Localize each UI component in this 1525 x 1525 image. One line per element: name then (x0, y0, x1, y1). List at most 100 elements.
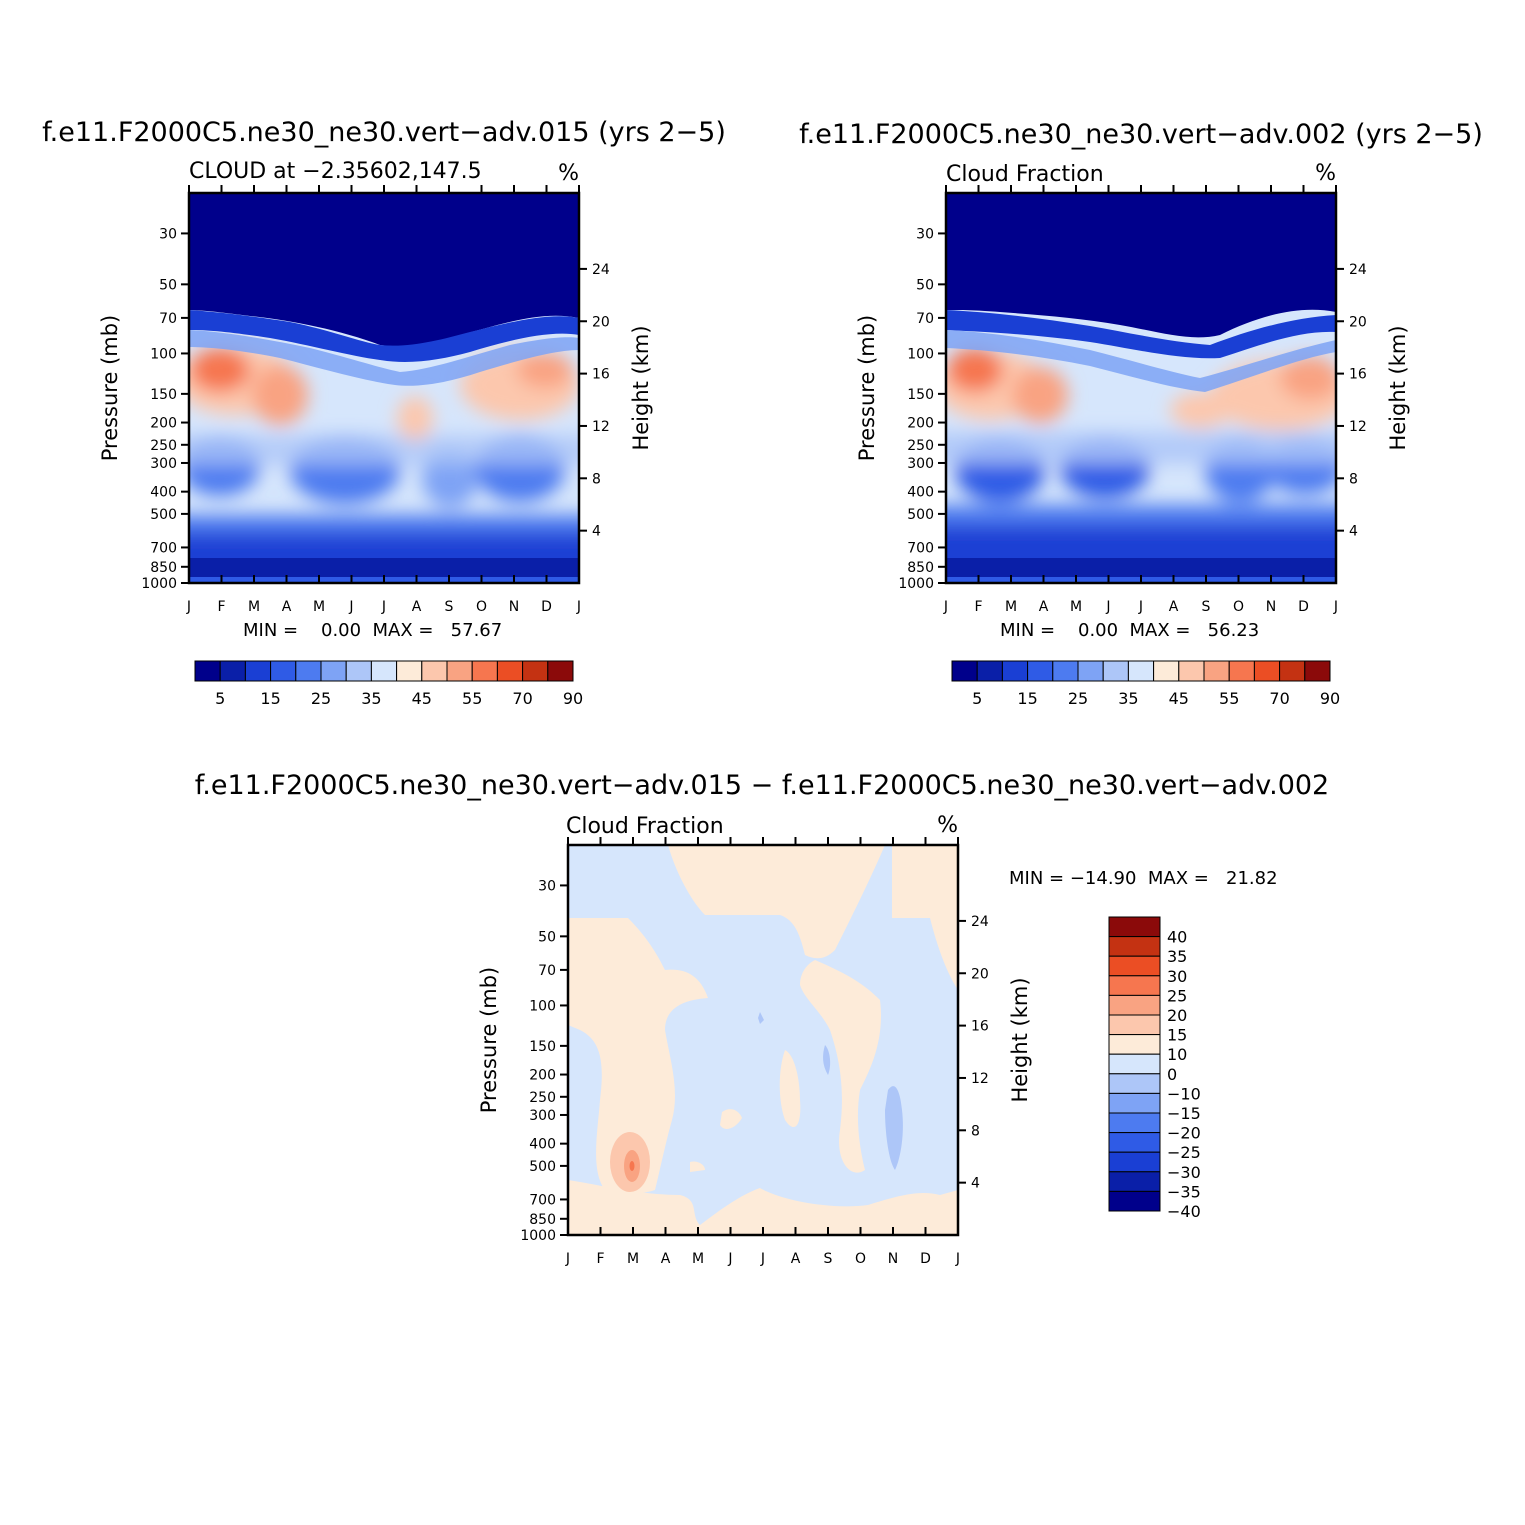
panel-1-xtick-label: J (576, 599, 581, 615)
colorbar-label: 25 (311, 689, 331, 708)
panel-1-xtick-label: A (412, 599, 422, 615)
panel-2-ytick-label: 300 (907, 456, 934, 472)
panel-3-y2tick-label: 4 (971, 1176, 980, 1192)
colorbar-box (446, 660, 473, 682)
panel-1-y2tick-label: 12 (592, 419, 610, 435)
panel-2-y2label: Height (km) (1386, 325, 1410, 450)
panel-2-y2tick-label: 4 (1349, 524, 1358, 540)
panel-1-subtitle: CLOUD at −2.35602,147.5 (189, 159, 482, 184)
panel-1-xtick-label: J (186, 599, 191, 615)
panel-3-subtitle: Cloud Fraction (566, 814, 724, 839)
panel-3-ytick-label: 30 (538, 878, 556, 894)
panel-3-units: % (937, 813, 958, 838)
panel-1-ytick-label: 400 (150, 485, 177, 501)
panel-2-ytick-label: 250 (907, 438, 934, 454)
panel-1-ytick-label: 250 (150, 438, 177, 454)
colorbar-box (1279, 660, 1306, 682)
colorbar-box (1108, 1190, 1161, 1212)
colorbar-box (1027, 660, 1054, 682)
panel-3-y2tick-label: 8 (971, 1123, 980, 1139)
panel-1-ytick-label: 200 (150, 416, 177, 432)
colorbar-box (1077, 660, 1104, 682)
colorbar-box (244, 660, 272, 682)
panel-3-y2tick-label: 16 (971, 1019, 989, 1035)
colorbar-label: 90 (563, 689, 583, 708)
colorbar-label: 55 (462, 689, 482, 708)
colorbar-label: 70 (1269, 689, 1289, 708)
colorbar-box (1108, 1171, 1161, 1192)
colorbar-label: 15 (1017, 689, 1037, 708)
panel-1-xtick-label: J (348, 599, 353, 615)
panel-3-xtick-label: J (727, 1251, 732, 1267)
panel-1-units: % (558, 161, 579, 186)
colorbar-box (1108, 1112, 1161, 1134)
panel-2-ytick-label: 850 (907, 560, 934, 576)
colorbar-label: −40 (1167, 1202, 1201, 1221)
colorbar-box (1127, 660, 1155, 682)
panel-2-ytick-label: 50 (916, 277, 934, 293)
panel-2-ylabel: Pressure (mb) (855, 315, 879, 462)
colorbar-box (496, 660, 524, 682)
panel-2-y2tick-label: 12 (1349, 419, 1367, 435)
panel-1-axes: J F M A M J J A S O N D J 30 50 70 100 150 200 250 300 400 500… (141, 185, 610, 615)
panel-3-y2tick-label: 24 (971, 914, 989, 930)
colorbar-box (1001, 660, 1029, 682)
panel-2-subtitle: Cloud Fraction (946, 162, 1104, 187)
colorbar-label: 70 (512, 689, 532, 708)
colorbar-label: 25 (1068, 689, 1088, 708)
panel-2-xtick-label: M (1070, 599, 1082, 615)
panel-1-ytick-label: 700 (150, 540, 177, 556)
panel-3-ytick-label: 850 (529, 1212, 556, 1228)
panel-2-xtick-label: F (974, 599, 982, 615)
panel-1-ylabel: Pressure (mb) (98, 315, 122, 462)
panel-3-ytick-label: 400 (529, 1137, 556, 1153)
colorbar-label: 5 (972, 689, 982, 708)
panel-2-xtick-label: A (1039, 599, 1049, 615)
colorbar-box (194, 660, 221, 682)
colorbar-label: 90 (1320, 689, 1340, 708)
panel-1-ytick-label: 300 (150, 456, 177, 472)
panel-1-xtick-label: J (381, 599, 386, 615)
panel-2: f.e11.F2000C5.ne30_ne30.vert−adv.002 (yr… (799, 119, 1483, 708)
panel-2-ytick-label: 30 (916, 226, 934, 242)
colorbar-label: 15 (260, 689, 280, 708)
panel-1-ytick-label: 100 (150, 346, 177, 362)
panel-1-y2tick-label: 16 (592, 367, 610, 383)
colorbar-box (270, 660, 297, 682)
panel-1-y2tick-label: 24 (592, 262, 610, 278)
panel-3-xtick-label: F (596, 1251, 604, 1267)
colorbar-label: 40 (1167, 928, 1187, 947)
colorbar-box (1108, 916, 1161, 938)
colorbar-label: 15 (1167, 1026, 1187, 1045)
colorbar-box (1052, 660, 1079, 682)
panel-1-ytick-label: 30 (159, 226, 177, 242)
panel-1-xtick-label: M (313, 599, 325, 615)
colorbar-box (1108, 994, 1161, 1016)
colorbar-box (547, 660, 574, 682)
panel-2-xtick-label: J (1138, 599, 1143, 615)
panel-3-xtick-label: J (955, 1251, 960, 1267)
panel-2-ytick-label: 500 (907, 507, 934, 523)
colorbar-box (1108, 975, 1161, 996)
panel-2-title: f.e11.F2000C5.ne30_ne30.vert−adv.002 (yr… (799, 119, 1483, 150)
colorbar-box (522, 660, 549, 682)
panel-2-axes: J F M A M J J A S O N D J 30 50 70 100 150 200 250 300 400 500… (898, 185, 1367, 615)
panel-1-xtick-label: A (282, 599, 292, 615)
colorbar-box (1153, 660, 1180, 682)
panel-1-ytick-label: 1000 (141, 576, 177, 592)
panel-3-xtick-label: M (692, 1251, 704, 1267)
colorbar-label: 30 (1167, 967, 1187, 986)
panel-3-xtick-label: D (920, 1251, 931, 1267)
colorbar-box (1108, 936, 1161, 957)
panel-3-xtick-label: S (824, 1251, 833, 1267)
panel-2-field (946, 193, 1336, 583)
panel-3-ytick-label: 150 (529, 1039, 556, 1055)
colorbar-label: 0 (1167, 1065, 1177, 1084)
panel-2-xtick-label: M (1005, 599, 1017, 615)
colorbar-box (1228, 660, 1255, 682)
panel-2-ytick-label: 150 (907, 387, 934, 403)
colorbar-box (1108, 955, 1161, 977)
panel-2-y2tick-label: 8 (1349, 471, 1358, 487)
panel-3-axes: J F M A M J J A S O N D J 30 50 70 100 150 200 250 300 400 500… (520, 837, 989, 1267)
